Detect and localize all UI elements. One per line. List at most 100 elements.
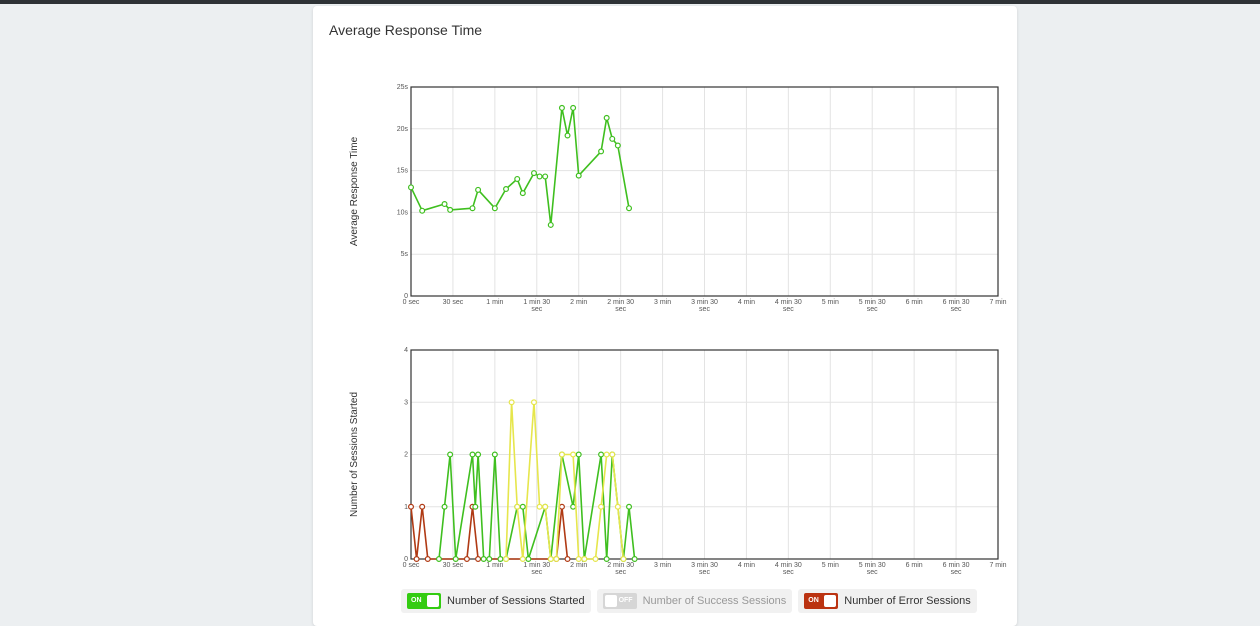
x-tick-label-line: sec: [699, 306, 710, 313]
toggle-state: ON: [411, 597, 422, 604]
toggle-knob: [427, 595, 439, 607]
y-axis-title: Average Response Time: [349, 136, 360, 246]
x-tick-label-line: sec: [699, 569, 710, 576]
legend-label: Number of Sessions Started: [447, 595, 585, 607]
x-tick-label: 5 min 30 sec: [859, 562, 886, 576]
x-tick-label: 1 min 30 sec: [523, 562, 550, 576]
x-tick-label-line: 2 min 30: [607, 299, 634, 306]
x-tick-label-line: 7 min: [989, 299, 1006, 306]
x-tick-label: 6 min: [906, 299, 923, 306]
legend-item-error-sessions[interactable]: ON Number of Error Sessions: [798, 589, 977, 613]
y-tick-label: 4: [404, 347, 408, 354]
toggle-knob: [824, 595, 837, 607]
x-tick-label: 2 min 30 sec: [607, 562, 634, 576]
x-tick-label: 3 min: [654, 562, 671, 569]
x-tick-label-line: 5 min 30: [859, 562, 886, 569]
x-tick-label-line: 3 min: [654, 562, 671, 569]
y-tick-label: 2: [404, 452, 408, 459]
y-tick-label: 0: [404, 293, 408, 300]
x-tick-label: 5 min: [822, 299, 839, 306]
data-point-started: [441, 201, 448, 208]
data-point-success: [592, 555, 599, 562]
data-point-started: [497, 555, 504, 562]
x-tick-label-line: 1 min 30: [523, 562, 550, 569]
x-tick-label: 3 min: [654, 299, 671, 306]
data-point-error: [413, 555, 420, 562]
x-tick-label: 5 min 30 sec: [859, 299, 886, 313]
chart-card: Average Response Time 0 sec 30 sec 1 min 1 …: [313, 6, 1017, 626]
data-point-started: [547, 221, 554, 228]
data-point-success: [609, 451, 616, 458]
y-tick-label: 5s: [401, 251, 409, 258]
error-sessions-toggle[interactable]: ON: [804, 593, 839, 609]
x-tick-label-line: sec: [867, 306, 878, 313]
x-tick-label: 2 min: [570, 299, 587, 306]
data-point-success: [598, 503, 605, 510]
data-point-started: [598, 148, 605, 155]
x-tick-label: 7 min: [989, 562, 1006, 569]
x-tick-label-line: 3 min 30: [691, 299, 718, 306]
x-tick-label-line: 4 min: [738, 562, 755, 569]
x-tick-label-line: 6 min 30: [943, 562, 970, 569]
data-point-success: [547, 555, 554, 562]
x-tick-label: 4 min 30 sec: [775, 562, 802, 576]
x-tick-label: 30 sec: [443, 299, 464, 306]
toggle-state: OFF: [618, 597, 633, 604]
x-tick-label-line: 6 min: [906, 299, 923, 306]
plot-frame: [410, 349, 999, 560]
legend-label: Number of Error Sessions: [844, 595, 971, 607]
x-tick-label-line: sec: [615, 306, 626, 313]
data-point-success: [553, 555, 560, 562]
data-point-started: [558, 104, 565, 111]
data-point-error: [424, 555, 431, 562]
data-point-error: [463, 555, 470, 562]
series-line-error: [410, 505, 569, 560]
data-point-started: [570, 503, 577, 510]
x-tick-label-line: 30 sec: [443, 299, 464, 306]
data-point-success: [620, 555, 627, 562]
x-tick-label: 6 min 30 sec: [943, 299, 970, 313]
data-point-started: [441, 503, 448, 510]
data-point-started: [419, 207, 426, 214]
data-point-success: [530, 399, 537, 406]
data-point-started: [542, 173, 549, 180]
data-point-started: [530, 170, 537, 177]
y-tick-label: 10s: [397, 209, 409, 216]
plot-frame: [410, 86, 999, 297]
y-tick-label: 0: [404, 556, 408, 563]
data-point-error: [419, 503, 426, 510]
x-tick-label: 4 min: [738, 562, 755, 569]
x-tick-label-line: sec: [783, 306, 794, 313]
data-point-started: [614, 142, 621, 149]
data-point-started: [525, 555, 532, 562]
legend-item-success-sessions[interactable]: OFF Number of Success Sessions: [596, 589, 793, 613]
data-point-started: [472, 503, 479, 510]
x-tick-label: 0 sec: [403, 299, 420, 306]
x-tick-label-line: 1 min: [486, 562, 503, 569]
x-tick-label-line: sec: [951, 569, 962, 576]
top-bar: [0, 0, 1260, 4]
sessions-started-toggle[interactable]: ON: [407, 593, 441, 609]
x-tick-label-line: 0 sec: [403, 562, 420, 569]
x-tick-label-line: 4 min 30: [775, 299, 802, 306]
data-point-started: [491, 451, 498, 458]
data-point-success: [514, 503, 521, 510]
data-point-started: [503, 185, 510, 192]
data-point-started: [564, 132, 571, 139]
data-point-started: [575, 451, 582, 458]
x-tick-label-line: 4 min 30: [775, 562, 802, 569]
data-point-error: [558, 503, 565, 510]
x-tick-label: 6 min 30 sec: [943, 562, 970, 576]
x-tick-label-line: sec: [867, 569, 878, 576]
x-tick-label: 4 min: [738, 299, 755, 306]
data-point-started: [519, 190, 526, 197]
legend-item-sessions-started[interactable]: ON Number of Sessions Started: [401, 589, 591, 613]
data-point-success: [614, 503, 621, 510]
y-tick-label: 1: [404, 504, 408, 511]
x-tick-label-line: 5 min: [822, 562, 839, 569]
data-point-started: [575, 172, 582, 179]
data-point-success: [519, 555, 526, 562]
data-point-started: [435, 555, 442, 562]
success-sessions-toggle[interactable]: OFF: [602, 593, 637, 609]
data-point-started: [536, 173, 543, 180]
